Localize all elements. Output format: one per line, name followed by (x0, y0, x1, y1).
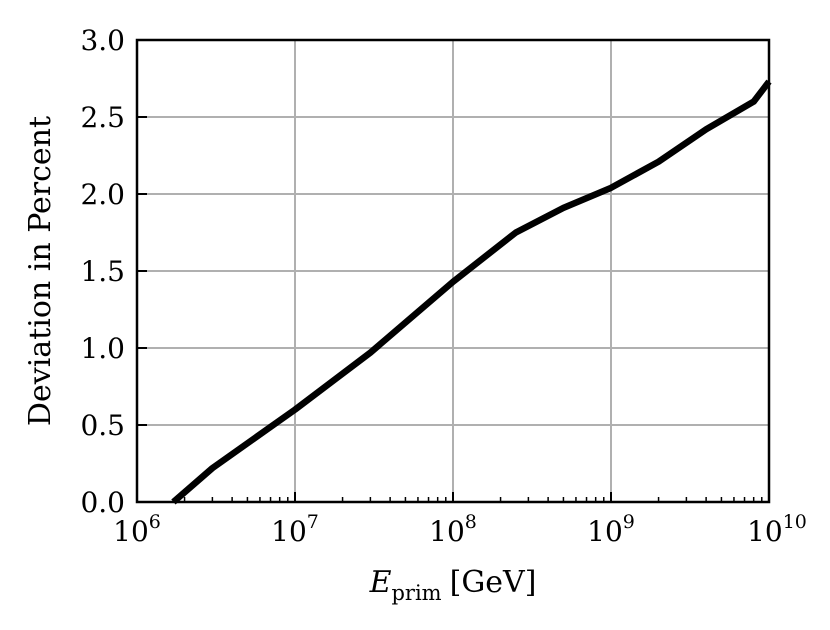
y-tick-label: 0.5 (80, 409, 125, 442)
x-axis-title-main: E (369, 565, 392, 600)
x-axis-title-unit: [GeV] (450, 565, 537, 600)
y-tick-label: 2.5 (80, 101, 125, 134)
tick-labels: 106 107 108 109 1010 0.0 0.5 1.0 1.5 2.0 2.5 3.0 (80, 24, 806, 548)
grid (136, 40, 770, 502)
y-tick-label: 3.0 (80, 24, 125, 57)
x-tick-label: 106 (113, 511, 161, 548)
x-tick-label: 1010 (747, 511, 807, 548)
ticks (136, 39, 770, 503)
series-line (171, 79, 772, 505)
y-axis-title: Deviation in Percent (23, 116, 58, 426)
x-tick-label: 107 (271, 511, 319, 548)
series-layer (171, 79, 772, 505)
x-axis-title: Eprim [GeV] (369, 565, 537, 605)
y-tick-label: 0.0 (80, 486, 125, 519)
x-axis-title-sub: prim (391, 581, 441, 605)
x-tick-label: 109 (587, 511, 635, 548)
y-tick-label: 2.0 (80, 178, 125, 211)
x-tick-label: 108 (429, 511, 477, 548)
y-tick-label: 1.5 (80, 255, 125, 288)
y-tick-label: 1.0 (80, 332, 125, 365)
